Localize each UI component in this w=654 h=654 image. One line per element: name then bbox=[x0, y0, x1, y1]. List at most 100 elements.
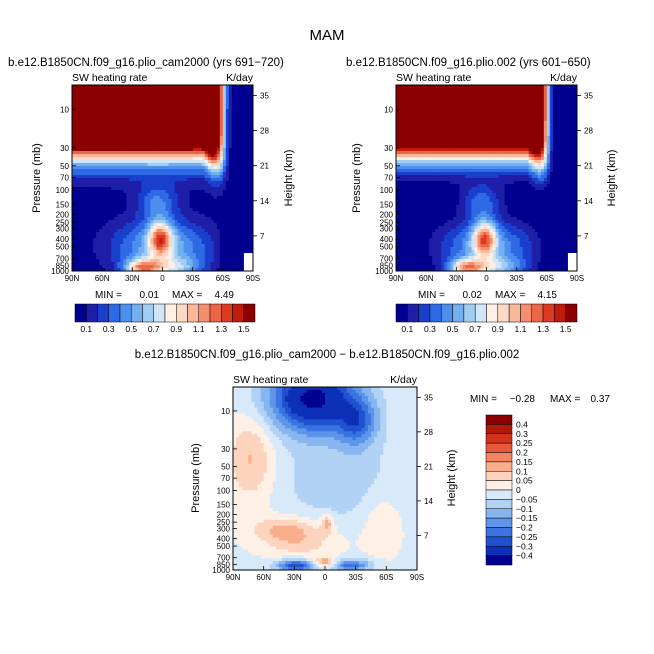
field-cell bbox=[480, 91, 485, 95]
field-cell bbox=[195, 199, 200, 203]
field-cell bbox=[237, 193, 242, 197]
colorbar-box bbox=[108, 303, 121, 323]
field-cell bbox=[204, 238, 209, 242]
field-cell bbox=[198, 142, 203, 146]
field-cell bbox=[102, 250, 106, 254]
field-cell bbox=[96, 238, 100, 242]
latitude-tick-label: 90S bbox=[246, 274, 260, 283]
field-cell bbox=[219, 259, 224, 263]
field-cell bbox=[237, 112, 242, 116]
field-cell bbox=[189, 106, 194, 110]
field-cell bbox=[441, 115, 445, 119]
field-cell bbox=[228, 145, 233, 149]
field-cell bbox=[216, 172, 221, 176]
field-cell bbox=[120, 235, 124, 239]
field-cell bbox=[102, 196, 106, 200]
field-cell bbox=[138, 235, 142, 239]
field-cell bbox=[165, 160, 170, 164]
field-cell bbox=[222, 187, 227, 191]
field-cell bbox=[72, 244, 76, 248]
field-cell bbox=[93, 118, 97, 122]
field-cell bbox=[459, 127, 463, 131]
field-cell bbox=[531, 103, 536, 107]
field-cell bbox=[453, 136, 457, 140]
field-cell bbox=[570, 130, 575, 134]
field-cell bbox=[411, 100, 415, 104]
field-cell bbox=[225, 124, 230, 128]
field-cell bbox=[162, 223, 167, 227]
field-cell bbox=[135, 148, 139, 152]
field-cell bbox=[75, 229, 79, 233]
field-cell bbox=[231, 112, 236, 116]
field-cell bbox=[78, 220, 82, 224]
field-cell bbox=[78, 229, 82, 233]
field-cell bbox=[246, 115, 251, 119]
field-cell bbox=[183, 265, 188, 269]
field-cell bbox=[210, 208, 215, 212]
field-cell bbox=[153, 91, 158, 95]
field-cell bbox=[225, 142, 230, 146]
field-cell bbox=[561, 109, 566, 113]
field-cell bbox=[531, 94, 536, 98]
field-cell bbox=[525, 103, 530, 107]
field-cell bbox=[231, 151, 236, 155]
field-cell bbox=[117, 220, 121, 224]
field-cell bbox=[72, 202, 76, 206]
field-cell bbox=[414, 121, 418, 125]
field-cell bbox=[450, 103, 454, 107]
field-cell bbox=[78, 217, 82, 221]
field-cell bbox=[123, 253, 127, 257]
field-cell bbox=[171, 172, 176, 176]
field-cell bbox=[120, 202, 124, 206]
field-cell bbox=[132, 235, 136, 239]
field-cell bbox=[414, 100, 418, 104]
field-cell bbox=[474, 94, 479, 98]
field-cell bbox=[105, 178, 109, 182]
field-cell bbox=[432, 94, 436, 98]
field-cell bbox=[156, 139, 161, 143]
field-cell bbox=[144, 148, 149, 152]
field-cell bbox=[543, 118, 548, 122]
field-cell bbox=[237, 115, 242, 119]
field-cell bbox=[78, 103, 82, 107]
field-cell bbox=[111, 160, 115, 164]
field-cell bbox=[183, 145, 188, 149]
field-cell bbox=[93, 265, 97, 269]
field-cell bbox=[522, 109, 527, 113]
field-cell bbox=[108, 88, 112, 92]
field-cell bbox=[249, 157, 253, 161]
field-cell bbox=[219, 106, 224, 110]
field-cell bbox=[453, 100, 457, 104]
field-cell bbox=[114, 256, 118, 260]
field-cell bbox=[405, 115, 409, 119]
field-cell bbox=[222, 256, 227, 260]
field-cell bbox=[228, 262, 233, 266]
field-cell bbox=[432, 127, 436, 131]
field-cell bbox=[75, 121, 79, 125]
field-cell bbox=[168, 139, 173, 143]
field-cell bbox=[165, 178, 170, 182]
field-cell bbox=[129, 145, 133, 149]
field-cell bbox=[477, 109, 482, 113]
field-cell bbox=[450, 106, 454, 110]
field-cell bbox=[165, 187, 170, 191]
field-cell bbox=[204, 154, 209, 158]
field-cell bbox=[132, 229, 136, 233]
field-cell bbox=[474, 97, 479, 101]
colorbar-box bbox=[209, 303, 222, 323]
field-cell bbox=[423, 103, 427, 107]
field-cell bbox=[198, 157, 203, 161]
field-cell bbox=[465, 106, 469, 110]
field-cell bbox=[429, 130, 433, 134]
field-cell bbox=[213, 196, 218, 200]
field-cell bbox=[72, 262, 76, 266]
field-cell bbox=[213, 169, 218, 173]
field-cell bbox=[147, 103, 152, 107]
field-cell bbox=[189, 262, 194, 266]
field-cell bbox=[90, 118, 94, 122]
field-cell bbox=[543, 121, 548, 125]
field-cell bbox=[192, 181, 197, 185]
field-cell bbox=[174, 97, 179, 101]
field-cell bbox=[243, 235, 248, 239]
field-cell bbox=[165, 223, 170, 227]
